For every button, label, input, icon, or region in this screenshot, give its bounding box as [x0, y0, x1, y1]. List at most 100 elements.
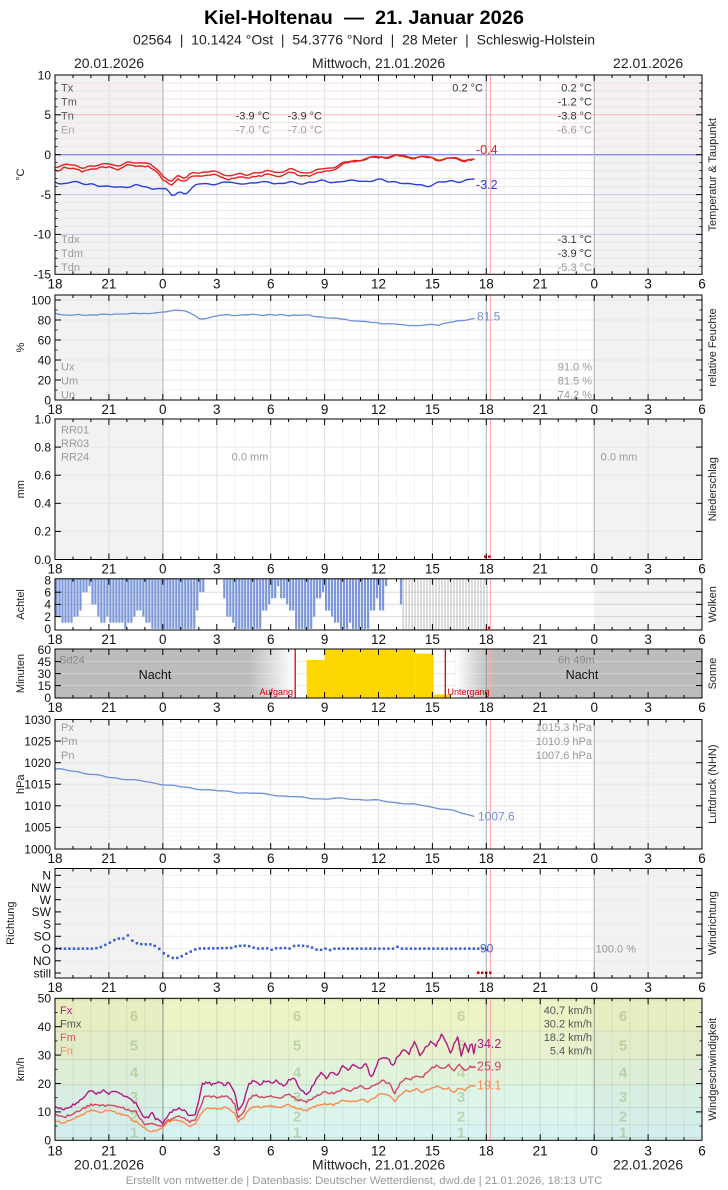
- svg-text:91.0 %: 91.0 %: [558, 362, 592, 374]
- svg-text:3: 3: [644, 980, 652, 995]
- svg-text:Fmx: Fmx: [60, 1019, 82, 1031]
- svg-text:1030: 1030: [24, 713, 51, 727]
- svg-text:6: 6: [267, 1144, 275, 1159]
- svg-text:12: 12: [371, 276, 386, 291]
- svg-text:Achtel: Achtel: [15, 589, 27, 620]
- svg-text:km/h: km/h: [15, 1057, 27, 1081]
- svg-text:Minuten: Minuten: [15, 654, 27, 693]
- svg-text:18: 18: [479, 700, 494, 715]
- svg-text:-6.6 °C: -6.6 °C: [558, 125, 592, 137]
- svg-text:6: 6: [698, 632, 706, 647]
- svg-text:15: 15: [425, 276, 440, 291]
- svg-text:21: 21: [101, 851, 116, 866]
- svg-text:Windrichtung: Windrichtung: [707, 891, 719, 955]
- svg-text:0: 0: [590, 562, 598, 577]
- svg-text:18: 18: [47, 276, 62, 291]
- svg-text:-3.9 °C: -3.9 °C: [558, 248, 592, 260]
- svg-text:3: 3: [457, 1089, 465, 1106]
- svg-text:30: 30: [38, 667, 52, 681]
- svg-text:3: 3: [644, 562, 652, 577]
- svg-text:0: 0: [44, 622, 51, 636]
- svg-text:12: 12: [371, 700, 386, 715]
- svg-text:74.2 %: 74.2 %: [558, 390, 592, 402]
- svg-text:0: 0: [590, 1144, 598, 1159]
- svg-text:W: W: [40, 893, 52, 907]
- svg-text:9: 9: [321, 700, 329, 715]
- svg-text:6: 6: [698, 700, 706, 715]
- svg-text:1025: 1025: [24, 734, 51, 748]
- svg-text:Wolken: Wolken: [707, 586, 719, 622]
- svg-text:30: 30: [38, 1048, 52, 1062]
- svg-text:21: 21: [101, 276, 116, 291]
- svg-text:5: 5: [44, 108, 51, 122]
- svg-text:6: 6: [267, 980, 275, 995]
- svg-text:100: 100: [31, 293, 51, 307]
- svg-text:0: 0: [159, 632, 167, 647]
- svg-text:4: 4: [293, 1065, 302, 1082]
- svg-text:10: 10: [38, 68, 52, 82]
- svg-text:0: 0: [44, 1134, 51, 1148]
- svg-text:20.01.2026: 20.01.2026: [74, 1157, 144, 1173]
- svg-text:18: 18: [479, 562, 494, 577]
- svg-text:Mittwoch, 21.01.2026: Mittwoch, 21.01.2026: [312, 1157, 445, 1173]
- svg-text:3: 3: [130, 1089, 138, 1106]
- svg-text:21: 21: [101, 562, 116, 577]
- svg-text:6: 6: [293, 1008, 301, 1025]
- svg-text:20: 20: [38, 373, 52, 387]
- svg-text:Tdn: Tdn: [61, 262, 80, 274]
- svg-text:0: 0: [44, 691, 51, 705]
- svg-text:21: 21: [533, 632, 548, 647]
- svg-text:%: %: [15, 342, 27, 352]
- svg-text:RR03: RR03: [61, 438, 89, 450]
- svg-text:6: 6: [267, 851, 275, 866]
- svg-text:21: 21: [533, 851, 548, 866]
- svg-text:5: 5: [293, 1038, 301, 1055]
- svg-text:2: 2: [457, 1109, 465, 1126]
- svg-text:12: 12: [371, 562, 386, 577]
- svg-text:90: 90: [480, 942, 494, 956]
- svg-text:12: 12: [371, 851, 386, 866]
- svg-text:22.01.2026: 22.01.2026: [613, 55, 683, 71]
- svg-text:Kiel-Holtenau — 21. Januar 2: Kiel-Holtenau — 21. Januar 2026: [204, 7, 524, 29]
- svg-text:6: 6: [457, 1008, 465, 1025]
- svg-text:5: 5: [130, 1038, 138, 1055]
- svg-text:Fx: Fx: [60, 1005, 73, 1017]
- svg-text:-3.2: -3.2: [476, 178, 498, 192]
- svg-text:Untergang: Untergang: [448, 687, 490, 697]
- svg-text:15: 15: [425, 980, 440, 995]
- svg-text:4: 4: [619, 1065, 628, 1082]
- svg-text:12: 12: [371, 632, 386, 647]
- svg-text:18: 18: [479, 402, 494, 417]
- svg-text:Ux: Ux: [61, 362, 75, 374]
- svg-text:40.7 km/h: 40.7 km/h: [544, 1005, 592, 1017]
- svg-text:2: 2: [293, 1109, 301, 1126]
- svg-text:6: 6: [267, 402, 275, 417]
- svg-text:1: 1: [457, 1124, 465, 1141]
- svg-text:RR01: RR01: [61, 425, 89, 437]
- svg-text:0: 0: [590, 402, 598, 417]
- svg-text:40: 40: [38, 1020, 52, 1034]
- svg-text:RR24: RR24: [61, 452, 89, 464]
- svg-text:Um: Um: [61, 376, 78, 388]
- svg-text:9: 9: [321, 851, 329, 866]
- svg-text:3: 3: [213, 1144, 221, 1159]
- svg-text:Luftdruck (NHN): Luftdruck (NHN): [707, 744, 719, 823]
- svg-text:Tdm: Tdm: [61, 248, 83, 260]
- svg-text:NO: NO: [33, 954, 51, 968]
- svg-text:0.0: 0.0: [34, 553, 51, 567]
- svg-text:21: 21: [533, 980, 548, 995]
- svg-text:20: 20: [38, 1077, 52, 1091]
- svg-text:15: 15: [425, 402, 440, 417]
- svg-text:1000: 1000: [24, 842, 51, 856]
- svg-text:50: 50: [38, 992, 52, 1006]
- svg-text:3: 3: [213, 700, 221, 715]
- svg-text:6: 6: [698, 276, 706, 291]
- svg-text:Niederschlag: Niederschlag: [707, 457, 719, 521]
- svg-text:1.0: 1.0: [34, 412, 51, 426]
- svg-text:21: 21: [101, 980, 116, 995]
- svg-text:-7.0 °C: -7.0 °C: [288, 125, 322, 137]
- svg-text:SO: SO: [34, 930, 51, 944]
- svg-text:15: 15: [425, 1144, 440, 1159]
- svg-text:18: 18: [479, 1144, 494, 1159]
- svg-text:3: 3: [644, 700, 652, 715]
